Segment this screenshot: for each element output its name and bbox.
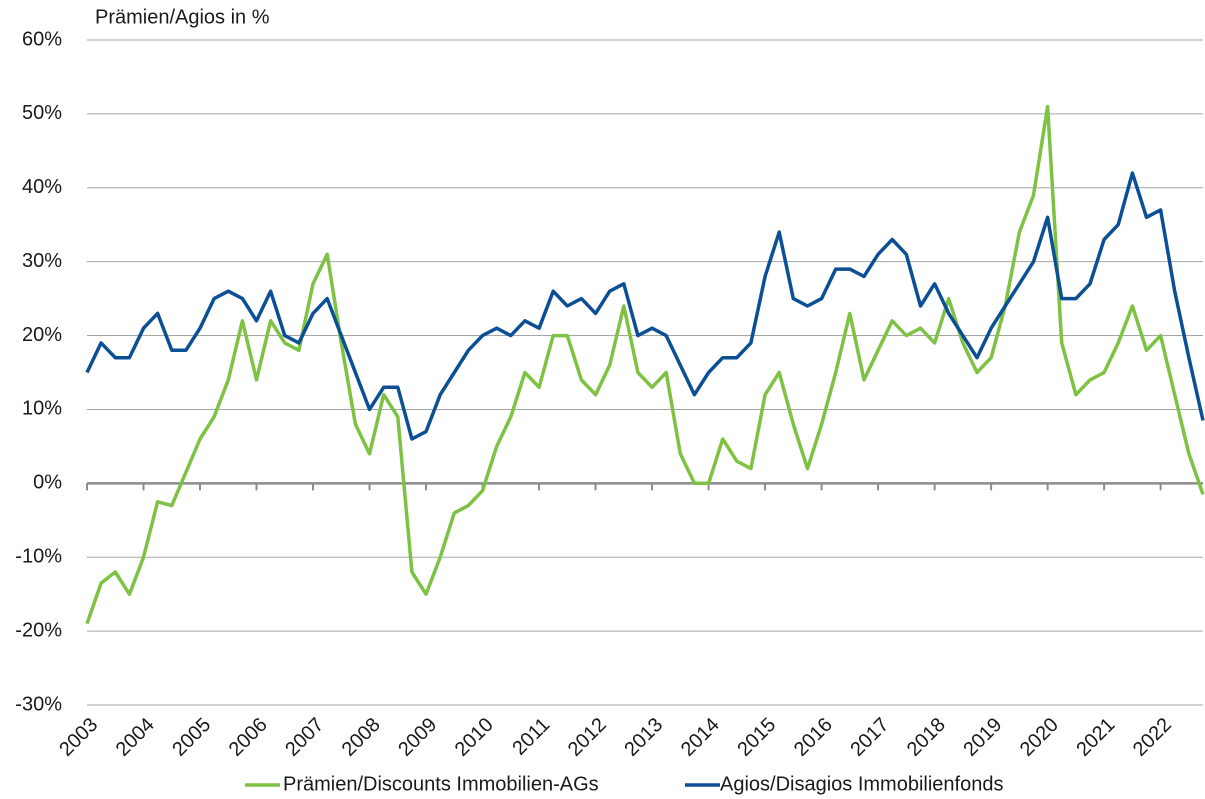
y-tick-label: -30% bbox=[15, 693, 62, 715]
x-tick-label: 2008 bbox=[338, 714, 385, 761]
x-tick-label: 2014 bbox=[677, 714, 724, 761]
y-tick-label: 40% bbox=[22, 176, 62, 198]
x-tick-label: 2018 bbox=[903, 714, 950, 761]
x-tick-label: 2009 bbox=[394, 714, 441, 761]
x-tick-label: 2016 bbox=[790, 714, 837, 761]
y-tick-label: 0% bbox=[33, 472, 62, 494]
y-tick-label: 10% bbox=[22, 398, 62, 420]
x-tick-label: 2006 bbox=[225, 714, 272, 761]
x-tick-label: 2010 bbox=[451, 714, 498, 761]
y-tick-label: -10% bbox=[15, 546, 62, 568]
series-line bbox=[85, 171, 1205, 441]
y-tick-label: 20% bbox=[22, 324, 62, 346]
x-tick-label: 2015 bbox=[733, 714, 780, 761]
x-tick-label: 2005 bbox=[168, 714, 215, 761]
y-tick-label: 60% bbox=[22, 28, 62, 50]
series-line bbox=[85, 104, 1205, 625]
x-tick-label: 2012 bbox=[564, 714, 611, 761]
x-tick-label: 2020 bbox=[1016, 714, 1063, 761]
y-tick-label: -20% bbox=[15, 619, 62, 641]
legend-label: Agios/Disagios Immobilienfonds bbox=[720, 773, 1003, 795]
x-tick-label: 2017 bbox=[846, 714, 893, 761]
x-tick-label: 2013 bbox=[620, 714, 667, 761]
x-tick-label: 2004 bbox=[112, 714, 159, 761]
x-tick-label: 2007 bbox=[281, 714, 328, 761]
chart-title: Prämien/Agios in % bbox=[95, 6, 270, 28]
y-tick-label: 30% bbox=[22, 250, 62, 272]
legend-label: Prämien/Discounts Immobilien-AGs bbox=[283, 773, 599, 795]
y-tick-label: 50% bbox=[22, 102, 62, 124]
x-tick-label: 2011 bbox=[508, 714, 554, 760]
x-tick-label: 2022 bbox=[1129, 714, 1176, 761]
x-tick-label: 2019 bbox=[959, 714, 1006, 761]
x-tick-label: 2003 bbox=[55, 714, 102, 761]
x-tick-label: 2021 bbox=[1072, 714, 1119, 761]
